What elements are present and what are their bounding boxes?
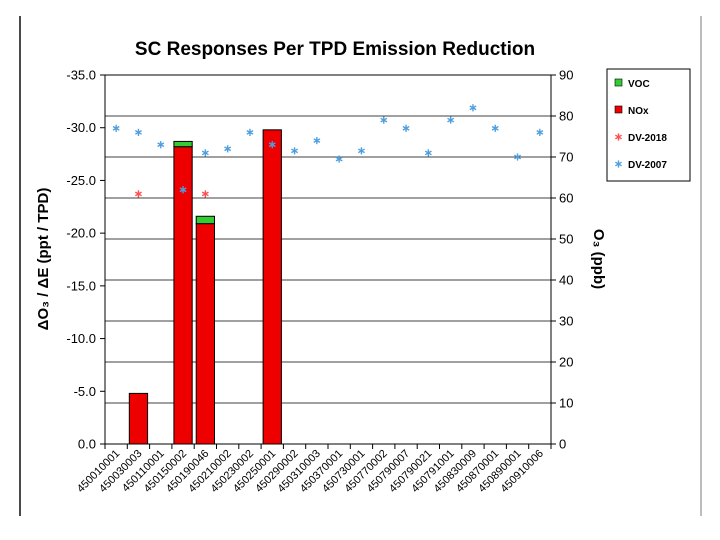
nox-bar <box>128 392 149 445</box>
left-tick-label: 0.0 <box>78 437 96 452</box>
dv-2007-point <box>447 116 455 124</box>
left-tick-label: -5.0 <box>74 384 96 399</box>
right-tick-label: 80 <box>559 109 573 124</box>
right-tick-label: 50 <box>559 232 573 247</box>
right-axis-label: O₃ (ppb) <box>590 229 607 289</box>
dv-2007-point <box>268 141 276 149</box>
x-axis-ticks: 4500100014500300034501100014501500024501… <box>75 444 552 495</box>
right-tick-label: 20 <box>559 355 573 370</box>
legend-label: DV-2007 <box>628 160 667 171</box>
dv-2007-point <box>491 124 499 132</box>
legend-label: DV-2018 <box>628 133 667 144</box>
dv-2007-point <box>335 155 343 163</box>
dv-2018-point <box>134 190 142 198</box>
nox-bar <box>262 129 282 445</box>
legend-marker-dv-2018 <box>615 133 622 141</box>
dv-2007-point <box>112 124 120 132</box>
dv-2007-point <box>424 149 432 157</box>
left-tick-label: -10.0 <box>66 331 96 346</box>
legend-label: NOx <box>628 106 649 117</box>
right-tick-label: 60 <box>559 191 573 206</box>
dv-2007-point <box>224 145 232 153</box>
nox-bar <box>195 223 215 445</box>
dv-2007-point <box>179 186 187 194</box>
legend-label: VOC <box>628 79 650 90</box>
right-tick-label: 40 <box>559 273 573 288</box>
dv-2007-point <box>380 116 388 124</box>
points-group <box>112 104 544 198</box>
dv-2007-point <box>357 147 365 155</box>
legend-swatch-nox <box>614 105 623 114</box>
dv-2018-point <box>201 190 209 198</box>
bars-group <box>128 129 282 445</box>
dv-2007-point <box>201 149 209 157</box>
left-axis-label: ΔO₃ / ΔE (ppt / TPD) <box>35 188 52 331</box>
legend-swatch-voc <box>614 78 623 87</box>
left-tick-label: -15.0 <box>66 278 96 293</box>
right-tick-label: 30 <box>559 314 573 329</box>
voc-bar <box>195 215 215 225</box>
right-tick-label: 10 <box>559 396 573 411</box>
dv-2007-point <box>313 137 321 145</box>
right-tick-label: 90 <box>559 68 573 83</box>
right-axis-ticks: 90 80 70 60 50 40 30 20 10 0 <box>551 68 573 452</box>
gridlines <box>105 115 551 404</box>
left-tick-label: -35.0 <box>66 68 96 83</box>
left-tick-label: -25.0 <box>66 173 96 188</box>
dv-2007-point <box>246 128 254 136</box>
left-axis-ticks: -35.0 -30.0 -25.0 -20.0 -15.0 -10.0 -5.0 0.0 <box>66 68 105 452</box>
dv-2007-point <box>514 153 522 161</box>
left-tick-label: -20.0 <box>66 226 96 241</box>
slide-frame <box>19 16 702 516</box>
dv-2007-point <box>402 124 410 132</box>
right-tick-label: 70 <box>559 150 573 165</box>
chart-title: SC Responses Per TPD Emission Reduction <box>135 39 535 60</box>
dv-2007-point <box>157 141 165 149</box>
left-tick-label: -30.0 <box>66 120 96 135</box>
right-tick-label: 0 <box>559 437 566 452</box>
plot-area <box>104 74 552 445</box>
dv-2007-point <box>469 104 477 112</box>
dv-2007-point <box>536 128 544 136</box>
dv-2007-point <box>134 128 142 136</box>
voc-bar <box>173 140 193 148</box>
dv-2007-point <box>291 147 299 155</box>
legend-marker-dv-2007 <box>615 160 622 168</box>
legend: VOC NOx DV-2018 DV-2007 <box>606 68 691 182</box>
